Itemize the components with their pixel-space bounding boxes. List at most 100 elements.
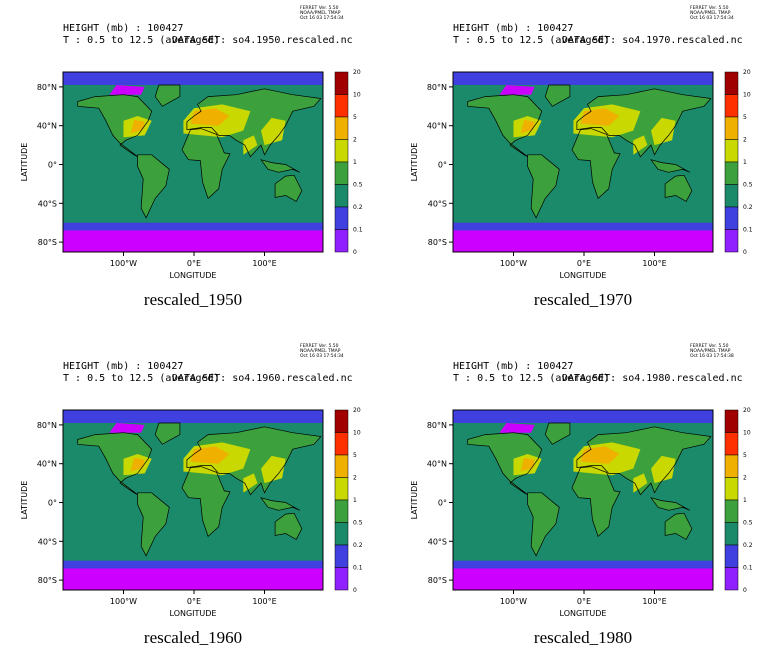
- colorbar-label: 10: [743, 92, 751, 99]
- antarctica: [63, 230, 323, 252]
- coastline: [576, 88, 712, 158]
- lon-tick-label: 0°E: [577, 597, 591, 606]
- header-text: HEIGHT (mb) : 100427: [453, 361, 573, 372]
- dataset-text: DATA SET: so4.1950.rescaled.nc: [172, 35, 353, 46]
- header-text: HEIGHT (mb) : 100427: [63, 361, 183, 372]
- colorbar-label: 0: [743, 587, 747, 594]
- land: [77, 94, 152, 157]
- land: [155, 423, 180, 445]
- colorbar-label: 1: [743, 159, 747, 166]
- high-region: [651, 117, 676, 146]
- colorbar-label: 0.1: [743, 227, 753, 234]
- arctic-band: [453, 72, 713, 85]
- coastline: [154, 84, 181, 107]
- colorbar-label: 0.1: [743, 565, 753, 572]
- colorbar-label: 0.2: [353, 542, 363, 549]
- ferret-stamp: NOAA/PMEL TMAP: [300, 348, 341, 354]
- land: [527, 154, 560, 218]
- colorbar-label: 5: [353, 452, 357, 459]
- lat-tick-label: 40°N: [37, 460, 57, 469]
- colorbar-label: 20: [353, 69, 361, 76]
- land: [651, 497, 690, 511]
- map: [63, 410, 323, 590]
- arctic-band: [63, 410, 323, 423]
- colorbar-label: 20: [353, 407, 361, 414]
- colorbar-box: [334, 432, 349, 456]
- lon-tick-label: 100°W: [500, 597, 527, 606]
- colorbar-box: [334, 409, 349, 433]
- arctic-patch: [499, 423, 535, 433]
- colorbar-box: [334, 184, 349, 208]
- coastline: [467, 432, 543, 496]
- x-axis-label: LONGITUDE: [170, 271, 217, 280]
- land: [137, 154, 170, 218]
- coastline: [527, 154, 560, 219]
- ferret-stamp: NOAA/PMEL TMAP: [690, 10, 731, 16]
- map: [453, 72, 713, 252]
- lat-tick-label: 40°N: [37, 122, 57, 131]
- colorbar-label: 2: [743, 475, 747, 482]
- coastline: [186, 426, 322, 496]
- land: [572, 128, 620, 199]
- coastline: [260, 497, 300, 511]
- colorbar-label: 5: [743, 114, 747, 121]
- coastline: [154, 422, 181, 445]
- ferret-stamp: FERRET Ver. 5.50: [690, 343, 729, 349]
- high-region: [651, 455, 676, 484]
- range-text: T : 0.5 to 12.5 (averaged): [63, 35, 220, 46]
- colorbar-box: [334, 454, 349, 478]
- caption: rescaled_1980: [534, 628, 632, 647]
- high-region: [190, 446, 230, 464]
- lon-tick-label: 100°E: [642, 259, 666, 268]
- coastline: [137, 154, 170, 219]
- range-text: T : 0.5 to 12.5 (averaged): [453, 35, 610, 46]
- colorbar-label: 2: [353, 137, 357, 144]
- colorbar-label: 10: [353, 92, 361, 99]
- coastline: [260, 159, 300, 173]
- coastline: [181, 466, 231, 538]
- header-text: HEIGHT (mb) : 100427: [453, 23, 573, 34]
- colorbar-box: [724, 432, 739, 456]
- colorbar-label: 2: [353, 475, 357, 482]
- y-axis-label: LATITUDE: [20, 481, 29, 520]
- coastline: [571, 466, 621, 538]
- colorbar-box: [334, 544, 349, 568]
- coastline: [544, 84, 571, 107]
- antarctica: [63, 568, 323, 590]
- lon-tick-label: 100°W: [500, 259, 527, 268]
- lon-tick-label: 100°E: [252, 597, 276, 606]
- colorbar-label: 10: [353, 430, 361, 437]
- ferret-stamp: Oct 16 03 17:54:38: [690, 353, 734, 359]
- colorbar-box: [724, 522, 739, 546]
- colorbar-box: [334, 94, 349, 118]
- colorbar-label: 20: [743, 69, 751, 76]
- lat-tick-label: 40°S: [38, 199, 57, 208]
- colorbar-label: 0: [743, 249, 747, 256]
- colorbar-box: [334, 206, 349, 230]
- colorbar-box: [724, 544, 739, 568]
- header-text: HEIGHT (mb) : 100427: [63, 23, 183, 34]
- colorbar-box: [334, 139, 349, 163]
- land: [572, 466, 620, 537]
- map: [453, 410, 713, 590]
- coastline: [571, 128, 621, 200]
- lon-tick-label: 100°E: [642, 597, 666, 606]
- colorbar-label: 0.5: [353, 182, 363, 189]
- colorbar-label: 0.2: [353, 204, 363, 211]
- coastline: [650, 497, 690, 511]
- colorbar-label: 5: [743, 452, 747, 459]
- coastline: [186, 88, 322, 158]
- ferret-stamp: Oct 16 03 17:54:34: [690, 15, 734, 21]
- map-frame: [452, 409, 714, 591]
- colorbar-box: [724, 116, 739, 140]
- lat-tick-label: 80°S: [428, 238, 447, 247]
- high-region: [580, 446, 620, 464]
- arctic-patch: [499, 85, 535, 95]
- colorbar-label: 0: [353, 587, 357, 594]
- arctic-patch: [109, 423, 145, 433]
- colorbar-label: 20: [743, 407, 751, 414]
- colorbar-box: [724, 184, 739, 208]
- caption: rescaled_1970: [534, 290, 632, 309]
